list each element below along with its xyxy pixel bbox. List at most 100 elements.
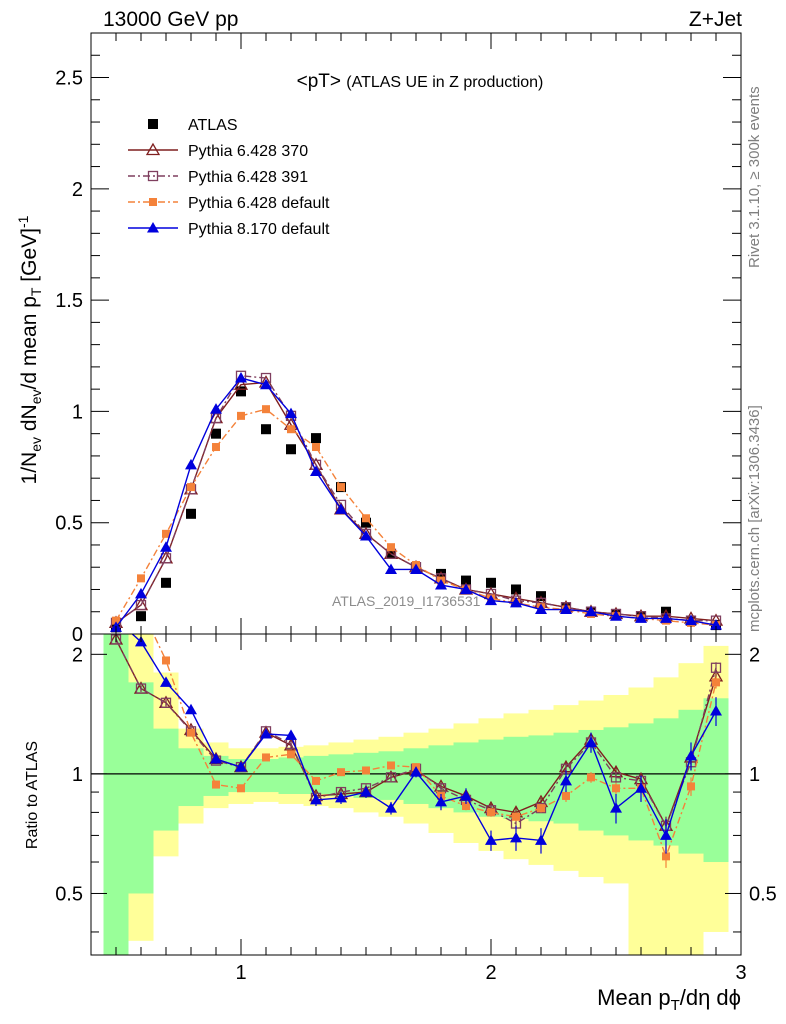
ratio-y-axis-label: Ratio to ATLAS — [24, 741, 41, 849]
pythia-6-428-default-point — [237, 411, 245, 420]
legend-label-pythia-6-428-default: Pythia 6.428 default — [188, 195, 330, 212]
pythia-6-428-391-line — [115, 375, 716, 624]
pythia-6-428-default-point — [337, 483, 345, 492]
pythia-6-428-default-ratio-point — [462, 802, 470, 811]
atlas-point — [361, 517, 371, 528]
pythia-8-170-default-point — [185, 458, 197, 470]
pythia-6-428-default-ratio-point — [312, 776, 320, 785]
pythia-8-170-default-ratio-point — [335, 791, 347, 803]
pythia-6-428-default-ratio-point — [287, 750, 295, 759]
pythia-6-428-default-ratio-point — [712, 678, 720, 687]
pythia-6-428-391-ratio-point — [535, 802, 547, 814]
pythia-6-428-default-point — [137, 574, 145, 583]
pythia-6-428-391-ratio-point — [710, 662, 722, 673]
pythia-8-170-default-ratio-point — [285, 729, 297, 740]
x-tick-label: 3 — [735, 962, 746, 984]
pythia-6-428-370-point — [233, 377, 249, 390]
ratio-y-tick-label-right: 2 — [749, 644, 760, 666]
rivet-version-label: Rivet 3.1.10, ≥ 300k events — [746, 86, 763, 268]
pythia-8-170-default-point — [685, 614, 697, 626]
energy-label: 13000 GeV pp — [103, 8, 239, 31]
pythia-8-170-default-ratio-point — [685, 749, 697, 761]
pythia-8-170-default-ratio-point — [485, 834, 497, 845]
main-y-tick-label: 1.5 — [55, 290, 83, 312]
analysis-watermark: ATLAS_2019_I1736531 — [332, 593, 481, 609]
atlas-point — [186, 508, 196, 519]
pythia-6-428-default-ratio-point — [512, 812, 520, 821]
pythia-6-428-default-point — [262, 405, 270, 414]
pythia-8-170-default-point — [560, 603, 572, 615]
legend-marker-pythia-6-428-391 — [147, 170, 159, 182]
pythia-6-428-default-ratio-point — [562, 791, 570, 800]
legend-marker-atlas — [148, 119, 158, 129]
legend-marker-pythia-6-428-default — [149, 198, 157, 206]
pythia-6-428-391-point — [160, 553, 172, 564]
main-y-tick-label: 2 — [72, 179, 83, 201]
pythia-6-428-default-point — [162, 529, 170, 538]
pythia-6-428-default-ratio-point — [262, 753, 270, 762]
pythia-8-170-default-point — [510, 596, 522, 608]
pythia-8-170-default-point — [660, 612, 672, 623]
main-y-tick-label: 2.5 — [55, 68, 83, 90]
pythia-6-428-default-ratio-point — [337, 768, 345, 777]
pythia-8-170-default-point — [485, 594, 497, 606]
green-band-bin — [153, 728, 179, 831]
pythia-6-428-391-ratio-point — [160, 697, 172, 708]
main-y-tick-label: 0.5 — [55, 513, 83, 535]
pythia-6-428-default-point — [312, 443, 320, 452]
pythia-6-428-default-ratio-point — [162, 656, 170, 665]
main-y-tick-label: 0 — [72, 624, 83, 646]
ratio-y-tick-label-right: 1 — [749, 764, 760, 786]
pythia-8-170-default-point — [585, 605, 597, 617]
pythia-8-170-default-point — [410, 563, 422, 574]
pythia-8-170-default-ratio-point — [185, 703, 197, 715]
atlas-point — [461, 575, 471, 586]
main-y-axis-label: 1/Nev dNev/d mean pT [GeV]-1 — [15, 215, 44, 484]
pythia-8-170-default-ratio-point — [560, 774, 572, 786]
pythia-6-428-default-ratio-point — [187, 728, 195, 737]
pythia-6-428-default-ratio-point — [662, 852, 670, 861]
green-band-bin — [128, 682, 154, 894]
pythia-8-170-default-point — [610, 610, 622, 621]
pythia-8-170-default-point — [710, 619, 722, 630]
atlas-point — [486, 577, 496, 588]
pythia-6-428-default-point — [187, 483, 195, 492]
process-label: Z+Jet — [688, 8, 742, 31]
pythia-8-170-default-ratio-point — [310, 793, 322, 805]
legend-marker-pythia-8-170-default — [147, 222, 159, 233]
pythia-6-428-default-point — [212, 443, 220, 452]
pythia-6-428-default-ratio-point — [687, 782, 695, 791]
plot-text: 0 0.5 1 1.5 2 2.5 1 2 3 0.5 0.5 1 1 2 2 <pT> (ATLAS UE … — [15, 68, 777, 1014]
pythia-6-428-370-line — [115, 381, 717, 624]
pythia-8-170-default-ratio-point — [510, 831, 522, 843]
pythia-8-170-default-ratio-point — [410, 766, 422, 777]
pythia-8-170-default-point — [360, 530, 372, 541]
atlas-point — [261, 424, 271, 435]
pythia-6-428-default-point — [362, 514, 370, 523]
plot-axes — [90, 32, 742, 956]
pythia-6-428-default-ratio-point — [487, 808, 495, 817]
legend-label-pythia-6-428-391: Pythia 6.428 391 — [188, 169, 308, 186]
x-tick-label: 2 — [485, 962, 496, 984]
pythia-8-170-default-ratio-point — [235, 761, 247, 772]
pythia-6-428-391-ratio-point — [610, 772, 622, 783]
pythia-6-428-default-ratio-point — [387, 761, 395, 770]
pythia-6-428-391-ratio-point — [135, 683, 147, 694]
plot-title: <pT> (ATLAS UE in Z production) — [297, 71, 544, 92]
atlas-point — [211, 428, 221, 439]
pythia-8-170-default-point — [310, 465, 322, 477]
green-band-bin — [178, 748, 204, 807]
pythia-8-170-default-ratio-point — [660, 829, 672, 840]
pythia-8-170-default-ratio-point — [435, 795, 447, 807]
pythia-8-170-default-point — [160, 541, 172, 552]
pythia-8-170-default-ratio-point — [160, 676, 172, 687]
ratio-y-tick-label: 1 — [72, 764, 83, 786]
atlas-point — [511, 584, 521, 595]
pythia-8-170-default-ratio-point — [460, 789, 472, 801]
x-axis-label: Mean pT/dη dϕ — [597, 985, 741, 1014]
atlas-point — [236, 386, 246, 397]
pythia-8-170-default-ratio-point — [610, 802, 622, 813]
pythia-6-428-default-ratio-point — [212, 780, 220, 789]
pythia-6-428-default-ratio-point — [362, 766, 370, 775]
